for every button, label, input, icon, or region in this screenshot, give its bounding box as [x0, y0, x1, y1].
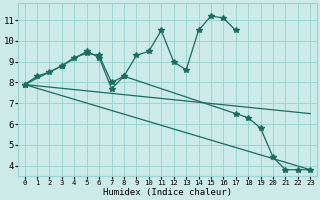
X-axis label: Humidex (Indice chaleur): Humidex (Indice chaleur): [103, 188, 232, 197]
